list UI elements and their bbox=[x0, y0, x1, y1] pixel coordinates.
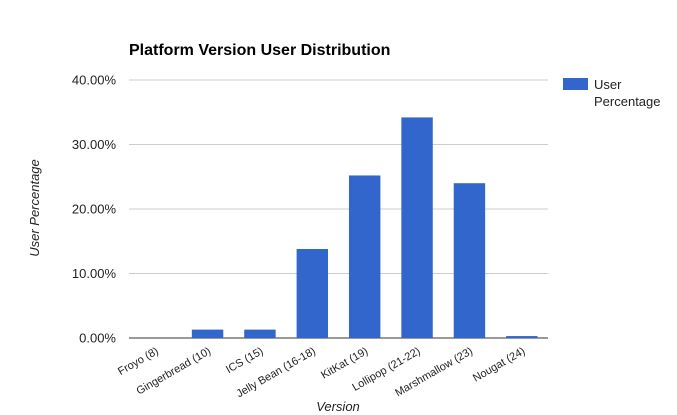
bar bbox=[401, 117, 433, 338]
legend-label: User bbox=[594, 77, 622, 92]
x-tick-label: Nougat (24) bbox=[471, 345, 527, 384]
x-tick-label: Froyo (8) bbox=[116, 345, 161, 378]
legend-swatch bbox=[563, 78, 588, 90]
bars bbox=[191, 117, 538, 338]
y-tick-label: 20.00% bbox=[72, 202, 117, 217]
y-axis-title: User Percentage bbox=[27, 159, 42, 257]
y-tick-label: 10.00% bbox=[72, 266, 117, 281]
y-tick-label: 30.00% bbox=[72, 137, 117, 152]
bar bbox=[506, 336, 538, 338]
x-axis-title: Version bbox=[316, 399, 360, 414]
bar bbox=[348, 175, 381, 338]
legend-label: Percentage bbox=[594, 94, 661, 109]
y-tick-label: 40.00% bbox=[72, 73, 117, 88]
bar bbox=[296, 248, 329, 338]
y-axis-ticks: 0.00% 10.00% 20.00% 30.00% 40.00% bbox=[72, 73, 117, 346]
x-axis-ticks: Froyo (8)Gingerbread (10) ICS (15)Jelly B… bbox=[116, 345, 527, 400]
y-tick-label: 0.00% bbox=[79, 331, 116, 346]
chart-title: Platform Version User Distribution bbox=[129, 42, 390, 59]
bar bbox=[453, 183, 486, 338]
bar bbox=[191, 329, 224, 338]
x-tick-label: ICS (15) bbox=[224, 345, 265, 376]
bar bbox=[244, 329, 276, 338]
legend: User Percentage bbox=[563, 77, 661, 109]
